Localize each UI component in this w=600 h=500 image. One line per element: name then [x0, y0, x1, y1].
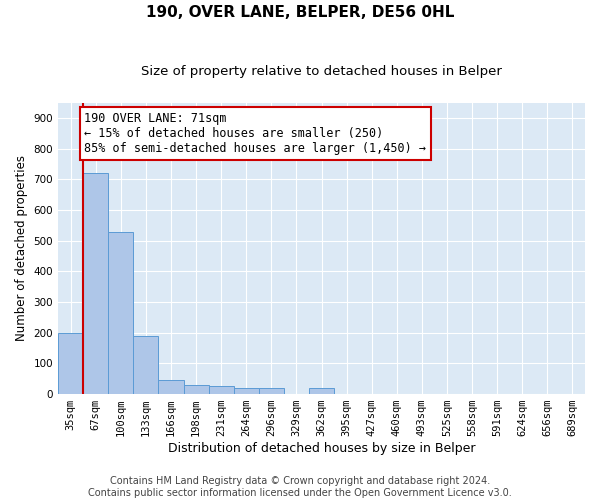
Bar — [58, 333, 83, 394]
Y-axis label: Number of detached properties: Number of detached properties — [15, 156, 28, 342]
X-axis label: Distribution of detached houses by size in Belper: Distribution of detached houses by size … — [168, 442, 475, 455]
Bar — [259, 388, 284, 394]
Title: Size of property relative to detached houses in Belper: Size of property relative to detached ho… — [141, 65, 502, 78]
Bar — [108, 232, 133, 394]
Bar — [233, 388, 259, 394]
Text: 190 OVER LANE: 71sqm
← 15% of detached houses are smaller (250)
85% of semi-deta: 190 OVER LANE: 71sqm ← 15% of detached h… — [85, 112, 427, 155]
Text: 190, OVER LANE, BELPER, DE56 0HL: 190, OVER LANE, BELPER, DE56 0HL — [146, 5, 454, 20]
Bar — [158, 380, 184, 394]
Bar — [209, 386, 233, 394]
Bar — [83, 174, 108, 394]
Bar — [184, 385, 209, 394]
Bar — [133, 336, 158, 394]
Text: Contains HM Land Registry data © Crown copyright and database right 2024.
Contai: Contains HM Land Registry data © Crown c… — [88, 476, 512, 498]
Bar — [309, 388, 334, 394]
